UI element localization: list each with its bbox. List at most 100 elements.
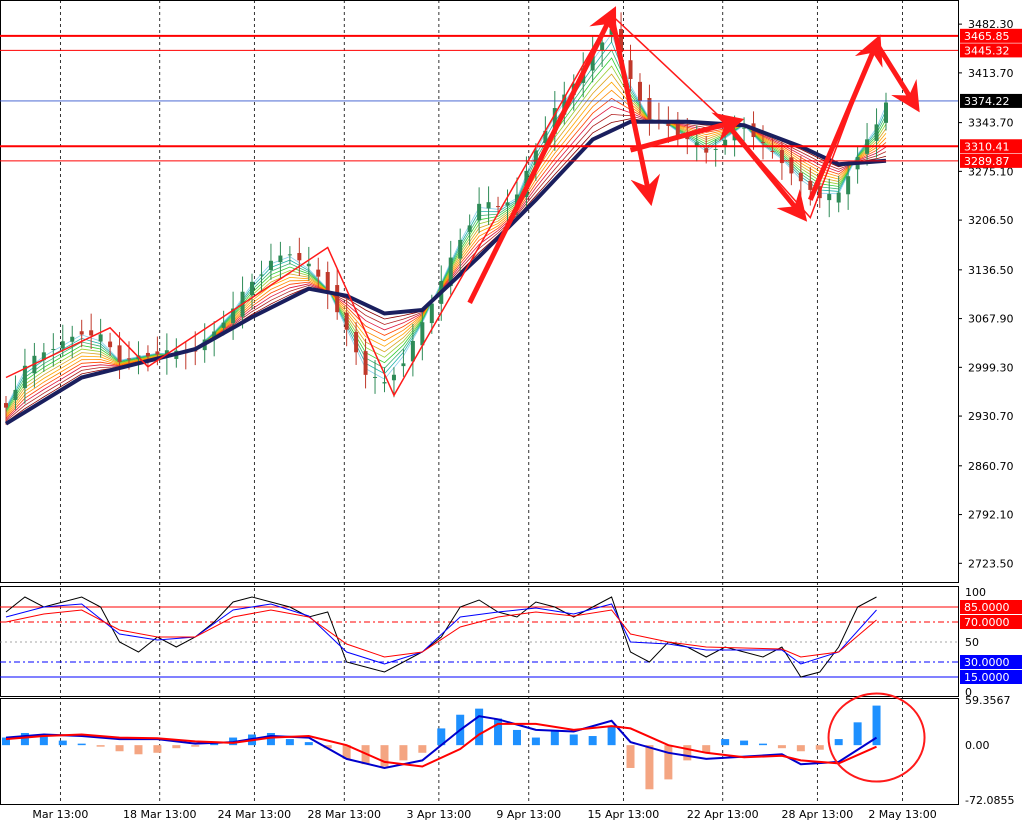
price-level-badge xyxy=(960,28,1022,43)
y-tick-label: 3413.70 xyxy=(968,67,1014,80)
price-level-badge xyxy=(960,43,1022,58)
candle-body xyxy=(117,345,122,362)
current-price-badge xyxy=(960,93,1022,108)
price-level-label: 3465.85 xyxy=(964,30,1010,43)
macd-histogram-bar xyxy=(588,736,597,746)
trend-arrow xyxy=(467,6,617,304)
macd-histogram-bar xyxy=(115,745,124,752)
macd-histogram-bar xyxy=(872,705,881,746)
macd-histogram-bar xyxy=(437,728,446,746)
macd-histogram-bar xyxy=(342,745,351,759)
y-tick-label: 3275.10 xyxy=(968,165,1014,178)
macd-histogram-bar xyxy=(550,731,559,746)
macd-histogram-bar xyxy=(853,722,862,746)
candle-body xyxy=(108,341,113,348)
macd-histogram-bar xyxy=(475,708,484,746)
macd-histogram-bar xyxy=(172,745,181,749)
candle-body xyxy=(316,269,321,277)
candle-body xyxy=(391,374,396,381)
candle-body xyxy=(4,403,8,408)
current-price-label: 3374.22 xyxy=(964,95,1010,108)
macd-histogram-bar xyxy=(758,743,767,746)
oscillator-level-label: 70.0000 xyxy=(964,616,1010,629)
macd-y-tick: 0.00 xyxy=(965,739,990,752)
candle-body xyxy=(259,274,264,276)
price-level-label: 3445.32 xyxy=(964,44,1010,57)
oscillator-series-mid xyxy=(5,603,877,665)
macd-highlight-circle xyxy=(827,692,926,783)
candle-body xyxy=(713,148,718,150)
candle-body xyxy=(335,285,340,313)
candle-body xyxy=(760,142,765,144)
price-level-label: 3289.87 xyxy=(964,155,1010,168)
candle-body xyxy=(354,331,359,353)
x-tick-label: 9 Apr 13:00 xyxy=(496,808,561,821)
macd-histogram-bar xyxy=(96,745,105,747)
candle-body xyxy=(467,225,472,232)
macd-y-tick: -72.0855 xyxy=(965,794,1014,807)
candle-body xyxy=(562,94,567,115)
trend-arrow xyxy=(609,14,661,207)
candle-body xyxy=(884,102,888,123)
candle-body xyxy=(808,180,813,190)
candle-body xyxy=(70,336,75,342)
candle-body xyxy=(268,260,273,271)
candle-body xyxy=(429,303,434,324)
candle-body xyxy=(590,52,595,71)
candle-body xyxy=(552,108,557,134)
candle-body xyxy=(363,351,368,375)
candle-body xyxy=(514,194,519,205)
candle-body xyxy=(836,192,841,203)
macd-y-tick: 59.3567 xyxy=(965,694,1011,707)
oscillator-y-tick: 0 xyxy=(965,686,972,699)
y-tick-label: 3067.90 xyxy=(968,313,1014,326)
candle-body xyxy=(600,42,605,51)
candle-body xyxy=(486,202,491,209)
y-tick-label: 3343.70 xyxy=(968,117,1014,130)
macd-histogram-bar xyxy=(361,745,370,765)
candle-body xyxy=(410,340,415,362)
y-tick-label: 2999.30 xyxy=(968,361,1014,374)
candle-body xyxy=(51,348,56,350)
y-tick-label: 2723.50 xyxy=(968,557,1014,570)
y-tick-label: 3136.50 xyxy=(968,264,1014,277)
oscillator-level-badge xyxy=(960,670,1022,684)
macd-histogram-bar xyxy=(512,729,521,746)
candle-body xyxy=(827,194,832,201)
oscillator-y-tick: 100 xyxy=(965,586,986,599)
macd-histogram-bar xyxy=(39,736,48,746)
macd-histogram-bar xyxy=(683,745,692,761)
candle-body xyxy=(278,255,283,263)
candle-body xyxy=(798,172,803,182)
candle-body xyxy=(212,331,217,340)
trend-arrow xyxy=(723,120,808,222)
oscillator-level-label: 85.0000 xyxy=(964,601,1010,614)
oscillator-series-fast xyxy=(5,596,877,678)
candle-body xyxy=(287,254,292,256)
macd-histogram-bar xyxy=(834,739,843,746)
candle-body xyxy=(458,239,463,259)
x-tick-label: 24 Mar 13:00 xyxy=(218,808,291,821)
macd-histogram-bar xyxy=(740,740,749,746)
macd-histogram-bar xyxy=(20,732,29,746)
candle-body xyxy=(628,60,633,79)
macd-histogram-bar xyxy=(645,745,654,790)
candle-body xyxy=(533,150,538,166)
candle-body xyxy=(477,203,482,221)
x-tick-label: 18 Mar 13:00 xyxy=(123,808,196,821)
candle-body xyxy=(231,308,236,324)
macd-histogram-bar xyxy=(134,745,143,755)
slow-moving-average xyxy=(4,119,887,426)
macd-histogram-bar xyxy=(191,745,200,747)
macd-histogram-bar xyxy=(796,745,805,752)
candle-body xyxy=(647,98,652,120)
macd-histogram-bar xyxy=(304,742,313,746)
candle-body xyxy=(420,322,425,346)
macd-histogram-bar xyxy=(569,734,578,746)
candle-body xyxy=(694,142,699,147)
macd-histogram-bar xyxy=(721,739,730,746)
candle-body xyxy=(325,272,330,293)
candle-body xyxy=(543,130,548,144)
